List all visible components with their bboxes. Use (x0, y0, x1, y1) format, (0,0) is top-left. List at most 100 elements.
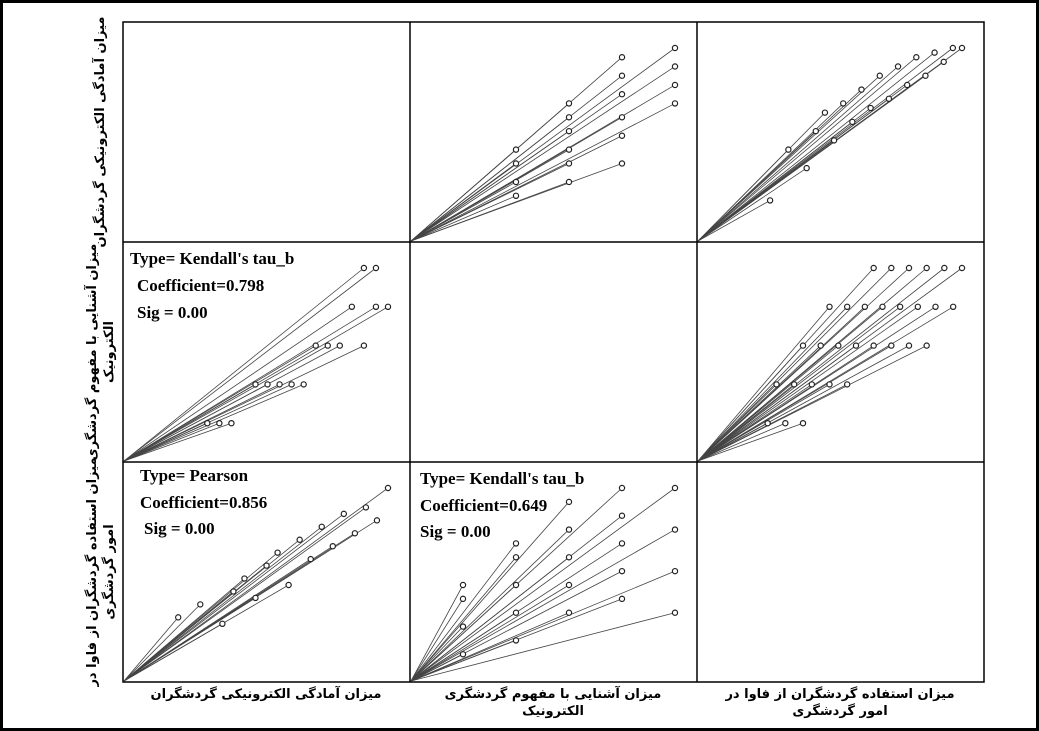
fan-line (697, 75, 881, 242)
data-point (512, 146, 520, 153)
data-point (923, 264, 930, 272)
fan-line (410, 501, 570, 682)
data-point (336, 342, 344, 349)
fan-line (697, 56, 917, 242)
data-point (949, 44, 957, 52)
fan-line (123, 422, 232, 462)
data-point (197, 601, 204, 608)
fan-line (697, 267, 874, 462)
data-point (204, 420, 211, 427)
data-point (618, 567, 626, 575)
data-point (565, 160, 573, 167)
fan-line (697, 267, 927, 462)
fan-line (410, 84, 676, 242)
data-point (905, 342, 913, 349)
data-point (372, 264, 380, 272)
data-point (958, 44, 966, 52)
fan-line (697, 345, 927, 462)
fan-line (410, 529, 676, 682)
fan-line (123, 604, 201, 682)
fan-line (697, 47, 963, 242)
data-point (790, 381, 798, 388)
data-point (216, 420, 223, 427)
annotation-coefficient: Coefficient=0.798 (137, 276, 264, 295)
fan-line (410, 66, 676, 242)
data-point (941, 264, 948, 272)
fan-line (410, 47, 676, 242)
data-point (618, 484, 626, 492)
data-point (914, 303, 922, 310)
data-point (288, 381, 295, 388)
fan-line (123, 552, 278, 682)
fan-line (123, 306, 377, 462)
fan-line (410, 487, 676, 682)
fan-line (410, 515, 623, 682)
data-point (300, 381, 307, 388)
data-point (671, 81, 679, 89)
data-point (799, 342, 807, 349)
data-point (843, 303, 851, 310)
fan-line (123, 539, 300, 682)
row-label-2-line-2: الکترونیک (102, 321, 117, 383)
data-point (512, 540, 520, 547)
data-point (459, 623, 467, 630)
fan-line (123, 267, 377, 462)
data-point (905, 264, 913, 272)
data-point (285, 581, 292, 589)
data-point (512, 160, 520, 167)
data-point (360, 342, 368, 349)
column-label-1-line-1: میزان آمادگی الکترونیکی گردشگران (151, 685, 382, 702)
column-label-2-line-2: الکترونیک (522, 704, 584, 719)
fan-line (410, 195, 517, 242)
row-label-3-line-2: امور گردشگری (101, 524, 117, 619)
data-point (870, 342, 877, 349)
data-point (274, 549, 281, 556)
fan-line (410, 626, 464, 682)
data-point (565, 178, 573, 186)
data-point (384, 484, 392, 492)
data-point (896, 303, 904, 310)
fan-line (123, 507, 367, 682)
fan-line (697, 306, 936, 462)
data-point (766, 197, 774, 204)
data-point (803, 164, 810, 172)
fan-line (410, 135, 623, 242)
fan-line (123, 422, 220, 462)
data-point (671, 44, 679, 52)
data-point (808, 381, 816, 388)
data-point (565, 554, 573, 561)
data-point (885, 95, 893, 103)
fan-line (410, 557, 517, 682)
data-point (252, 381, 259, 388)
data-point (618, 54, 626, 61)
data-point (817, 342, 824, 349)
data-point (296, 536, 303, 543)
data-point (362, 504, 370, 511)
fan-line (697, 422, 786, 462)
data-point (812, 127, 819, 135)
data-point (565, 146, 573, 153)
data-point (879, 303, 886, 310)
data-point (324, 342, 331, 349)
data-point (512, 609, 520, 616)
data-point (618, 540, 626, 547)
fan-line (410, 163, 623, 242)
panel-r2-c1 (410, 484, 679, 682)
fan-line (410, 529, 570, 682)
data-point (618, 90, 626, 98)
data-point (459, 581, 467, 589)
data-point (858, 86, 865, 93)
data-point (940, 58, 947, 66)
data-point (835, 342, 842, 349)
column-label-3-line-2: امور گردشگری (792, 703, 887, 719)
fan-line (123, 267, 365, 462)
annotation-coefficient: Coefficient=0.649 (420, 496, 547, 515)
data-point (340, 510, 348, 518)
data-point (840, 100, 847, 107)
panel-r0-c1 (410, 44, 679, 242)
fan-line (123, 384, 304, 462)
data-point (671, 609, 679, 616)
fan-line (697, 167, 807, 242)
